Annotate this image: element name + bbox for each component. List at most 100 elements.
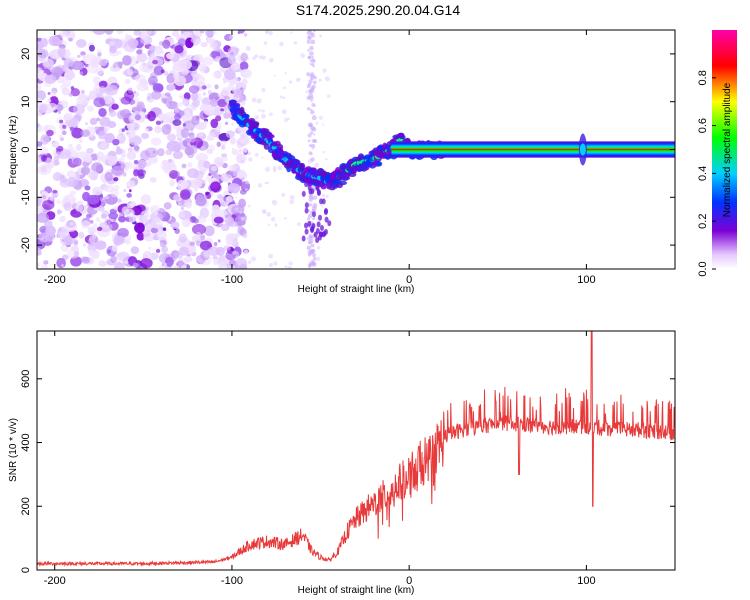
heatmap-noise-blob xyxy=(123,90,135,102)
heatmap-noise-blob xyxy=(221,153,228,158)
heatmap-streak-blob xyxy=(307,139,311,143)
heatmap-haze-blob xyxy=(282,96,286,100)
heatmap-haze-blob xyxy=(324,76,330,82)
heatmap-noise-blob xyxy=(37,247,42,256)
heatmap-noise-blob xyxy=(124,161,134,170)
heatmap-haze-blob xyxy=(284,117,289,122)
heatmap-noise-blob xyxy=(204,225,215,237)
heatmap-noise-blob xyxy=(213,156,224,167)
heatmap-noise-blob xyxy=(52,140,60,148)
snr-axes: -200 -100 0 100 0 200 400 600 xyxy=(20,331,675,587)
heatmap-noise-blob xyxy=(113,206,118,211)
heatmap-noise-blob xyxy=(162,159,169,165)
heatmap-noise-blob xyxy=(93,97,106,108)
heatmap-noise-blob xyxy=(123,41,137,53)
heatmap-noise-blob xyxy=(116,30,124,35)
heatmap-haze-blob xyxy=(289,199,295,205)
heatmap-noise-blob xyxy=(99,221,113,233)
heatmap-noise-blob xyxy=(98,107,107,117)
heatmap-noise-blob xyxy=(139,63,150,73)
heatmap-noise-blob xyxy=(195,196,207,207)
heatmap-noise-blob xyxy=(80,220,91,229)
heatmap-ridge-blob xyxy=(252,123,259,129)
heatmap-noise-blob xyxy=(191,223,207,235)
heatmap-noise-blob xyxy=(144,128,149,132)
heatmap-noise-blob xyxy=(123,208,135,218)
colorbar-tick-label: 0.2 xyxy=(697,214,709,229)
heatmap-noise-blob xyxy=(136,52,148,63)
heatmap-noise-blob xyxy=(187,247,194,253)
heatmap-streak-blob xyxy=(310,123,313,127)
heatmap-haze-blob xyxy=(318,78,322,82)
heatmap-streak-blob xyxy=(308,55,311,59)
heatmap-noise-blob xyxy=(94,240,107,251)
snr-xtick-label: -100 xyxy=(221,575,243,587)
heatmap-haze-blob xyxy=(244,188,248,191)
heatmap-tail-blob xyxy=(316,221,321,228)
heatmap-noise-blob xyxy=(154,30,158,34)
heatmap-noise-blob xyxy=(238,169,243,174)
heatmap-haze-blob xyxy=(261,88,266,93)
heatmap-noise-blob xyxy=(59,30,69,38)
heatmap-noise-blob xyxy=(163,98,167,103)
heatmap-noise-blob xyxy=(225,98,230,103)
heatmap-noise-blob xyxy=(47,64,54,71)
snr-xlabel: Height of straight line (km) xyxy=(298,585,415,596)
heatmap-noise-blob xyxy=(113,184,120,191)
heatmap-haze-blob xyxy=(247,151,251,156)
heatmap-noise-blob xyxy=(244,33,248,37)
heatmap-noise-blob xyxy=(148,45,157,52)
heatmap-haze-blob xyxy=(261,55,267,60)
heatmap-noise-blob xyxy=(150,227,159,234)
heatmap-noise-blob xyxy=(51,90,57,97)
heatmap-noise-blob xyxy=(181,99,189,106)
heatmap-streak-blob xyxy=(310,131,314,135)
heatmap-haze-blob xyxy=(242,234,246,238)
heatmap-haze-blob xyxy=(254,152,259,157)
heatmap-haze-blob xyxy=(319,34,323,38)
heatmap-noise-blob xyxy=(220,140,228,146)
heatmap-tail-blob xyxy=(325,182,330,189)
heatmap-haze-blob xyxy=(264,166,271,172)
heatmap-noise-blob xyxy=(129,115,137,121)
heatmap-noise-blob xyxy=(136,101,145,112)
heatmap-noise-blob xyxy=(211,204,221,214)
heatmap-noise-blob xyxy=(198,63,207,72)
heatmap-noise-blob xyxy=(59,137,64,142)
spectrogram-xtick-label: -100 xyxy=(221,274,243,286)
heatmap-noise-blob xyxy=(180,206,184,210)
heatmap-noise-blob xyxy=(134,222,145,234)
heatmap-noise-blob xyxy=(113,177,119,182)
heatmap-noise-blob xyxy=(140,194,152,205)
heatmap-noise-blob xyxy=(52,193,58,199)
heatmap-noise-blob xyxy=(136,82,149,92)
heatmap-streak-blob xyxy=(310,86,315,91)
heatmap-noise-blob xyxy=(136,232,145,241)
heatmap-streak-blob xyxy=(312,80,317,85)
heatmap-noise-blob xyxy=(56,257,67,269)
heatmap-noise-blob xyxy=(213,216,224,224)
heatmap-haze-blob xyxy=(293,41,298,45)
heatmap-noise-blob xyxy=(172,125,178,130)
heatmap-noise-blob xyxy=(207,246,221,256)
heatmap-noise-blob xyxy=(89,133,94,137)
colorbar-tick-label: 0.0 xyxy=(697,261,709,276)
heatmap-noise-blob xyxy=(160,69,165,74)
heatmap-haze-blob xyxy=(325,194,329,199)
heatmap-haze-blob xyxy=(268,112,273,117)
heatmap-noise-blob xyxy=(240,52,248,62)
heatmap-noise-blob xyxy=(128,216,137,223)
heatmap-noise-blob xyxy=(115,147,123,155)
heatmap-noise-blob xyxy=(165,149,173,156)
snr-series-line xyxy=(37,331,675,567)
heatmap-noise-blob xyxy=(81,256,91,264)
heatmap-tail-blob xyxy=(304,222,309,229)
heatmap-noise-blob xyxy=(46,129,54,137)
heatmap-tail-blob xyxy=(301,235,306,242)
heatmap-haze-blob xyxy=(277,165,283,171)
heatmap-noise-blob xyxy=(189,241,195,246)
heatmap-noise-blob xyxy=(117,255,124,261)
heatmap-noise-blob xyxy=(194,182,199,187)
heatmap-streak-blob xyxy=(307,30,313,33)
snr-frame xyxy=(36,330,676,571)
